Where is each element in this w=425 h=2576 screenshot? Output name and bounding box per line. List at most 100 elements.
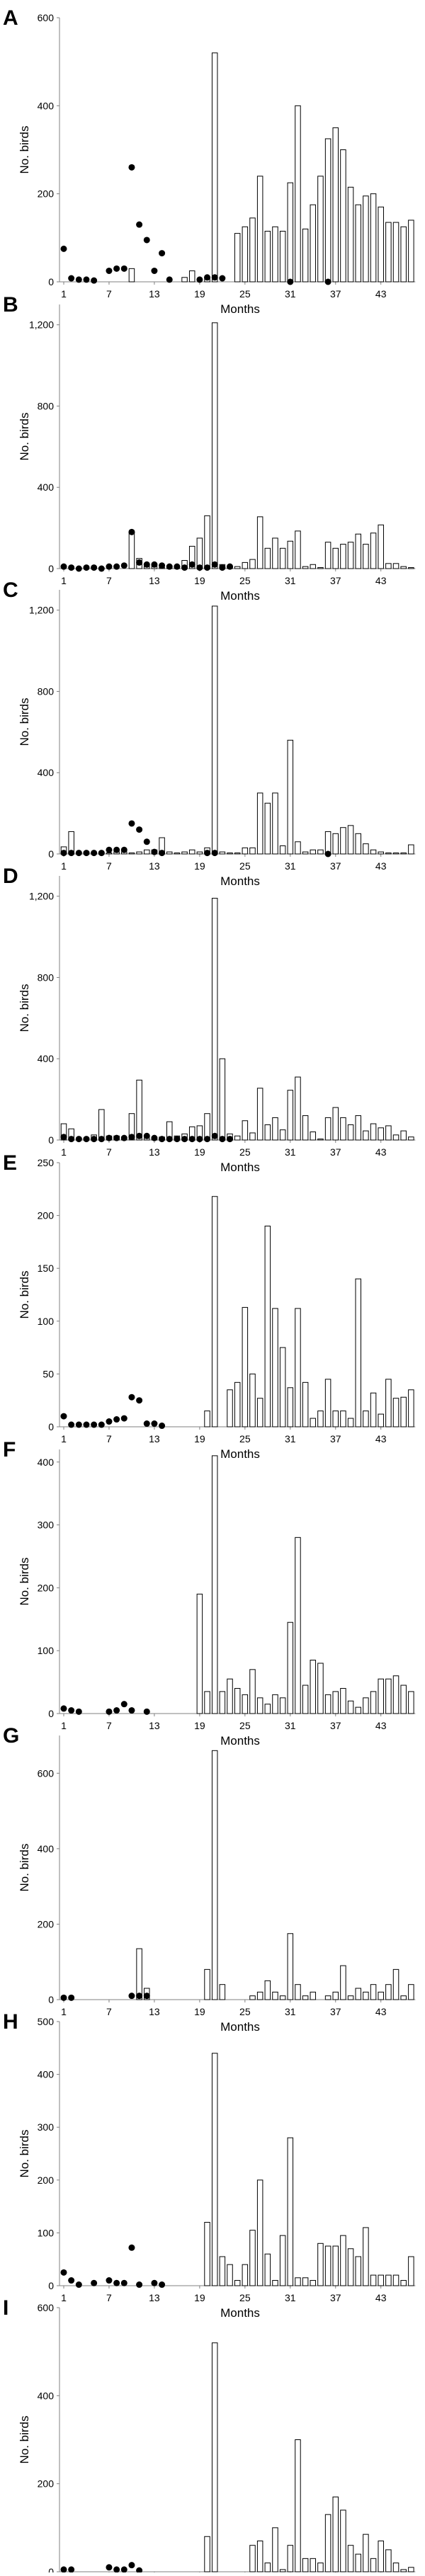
dot xyxy=(91,277,98,284)
dot xyxy=(196,276,203,283)
y-axis-title: No. birds xyxy=(18,1843,31,1891)
bar xyxy=(332,1410,339,1427)
x-tick-label: 37 xyxy=(330,1720,341,1731)
x-tick-label: 25 xyxy=(239,288,251,300)
bar xyxy=(249,1995,256,2000)
dot xyxy=(60,1134,67,1141)
y-tick-label: 0 xyxy=(48,1421,54,1432)
bar xyxy=(249,1669,256,1714)
x-tick-label: 13 xyxy=(149,1720,160,1731)
bar xyxy=(219,1984,226,2000)
bar xyxy=(279,845,286,855)
y-tick-label: 400 xyxy=(38,1053,55,1064)
bar xyxy=(385,2549,392,2572)
x-axis-title: Months xyxy=(220,1161,260,1174)
dot xyxy=(120,265,128,272)
bar xyxy=(249,2230,256,2286)
y-axis-title: No. birds xyxy=(18,1270,31,1318)
bar xyxy=(272,1117,278,1141)
dot xyxy=(211,850,218,857)
dot xyxy=(143,838,150,845)
dot xyxy=(113,846,120,853)
y-tick-label: 1,200 xyxy=(29,891,54,902)
y-tick-label: 400 xyxy=(38,100,55,111)
bar xyxy=(211,898,218,1141)
dot xyxy=(75,2281,82,2289)
bar xyxy=(272,2527,278,2572)
bar xyxy=(106,853,113,855)
dot xyxy=(128,1134,135,1141)
x-tick-label: 7 xyxy=(106,288,112,300)
dot xyxy=(151,561,158,568)
bar xyxy=(340,1965,346,2000)
bar xyxy=(302,851,309,855)
bar xyxy=(204,1691,210,1714)
x-tick-label: 25 xyxy=(239,575,251,586)
bar xyxy=(256,2540,264,2572)
bar xyxy=(347,1418,354,1427)
dot xyxy=(128,2244,135,2251)
dot xyxy=(75,1136,82,1143)
bar xyxy=(355,533,361,569)
bar xyxy=(324,2245,332,2286)
bar xyxy=(385,2274,392,2286)
x-tick-label: 7 xyxy=(106,2006,112,2017)
bar xyxy=(400,226,407,283)
bar xyxy=(324,138,332,283)
bar xyxy=(264,1704,271,1714)
x-tick-label: 37 xyxy=(330,2292,341,2303)
bar xyxy=(302,1995,309,2000)
y-tick-label: 400 xyxy=(38,767,55,778)
dot xyxy=(211,1132,218,1139)
y-axis-title: No. birds xyxy=(18,2415,31,2463)
dot xyxy=(60,1413,67,1420)
y-tick-label: 400 xyxy=(38,2069,55,2080)
bar xyxy=(234,1687,241,1714)
y-axis-title: No. birds xyxy=(18,125,31,173)
x-tick-label: 13 xyxy=(149,2292,160,2303)
bar xyxy=(370,1123,377,1141)
bar xyxy=(196,537,203,569)
bar xyxy=(385,1379,392,1427)
bar xyxy=(370,1392,377,1427)
x-tick-label: 37 xyxy=(330,1146,341,1158)
bar xyxy=(370,193,377,283)
bar xyxy=(400,2280,407,2286)
dot xyxy=(151,1134,158,1141)
bar xyxy=(287,1622,294,1714)
bar xyxy=(256,2179,264,2286)
bar xyxy=(249,1373,256,1427)
bar xyxy=(317,1410,324,1427)
x-tick-label: 37 xyxy=(330,575,341,586)
bar xyxy=(272,2280,278,2286)
bar xyxy=(324,831,332,855)
y-axis-title: No. birds xyxy=(18,412,31,460)
x-tick-label: 43 xyxy=(375,1146,387,1158)
x-tick-label: 43 xyxy=(375,575,387,586)
bar xyxy=(392,1398,400,1427)
dot xyxy=(151,1420,158,1427)
panel-letter: H xyxy=(3,2010,18,2034)
bar xyxy=(287,1090,294,1141)
bar xyxy=(279,1995,286,2000)
bar xyxy=(249,847,256,855)
bar xyxy=(310,204,317,283)
bar xyxy=(392,2563,400,2572)
bar xyxy=(302,2277,309,2286)
bar xyxy=(363,2534,369,2572)
dot xyxy=(75,276,82,283)
bar xyxy=(295,841,301,855)
dot xyxy=(113,1134,120,1141)
bar xyxy=(211,1455,218,1714)
bar xyxy=(340,544,346,569)
bar xyxy=(355,1115,361,1141)
y-tick-label: 500 xyxy=(38,2016,55,2027)
dot xyxy=(98,565,105,572)
bar xyxy=(317,567,324,569)
bar xyxy=(363,544,369,569)
dot xyxy=(128,1394,135,1401)
bar xyxy=(400,2569,407,2572)
bar xyxy=(249,2545,256,2572)
dot xyxy=(143,1993,150,2000)
